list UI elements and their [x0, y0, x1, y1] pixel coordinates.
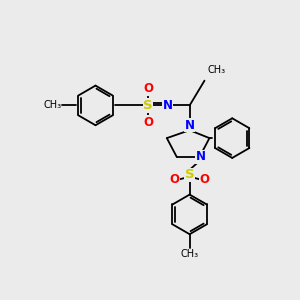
Text: N: N: [196, 150, 206, 164]
Text: O: O: [200, 173, 209, 186]
Text: O: O: [143, 82, 153, 95]
Text: S: S: [185, 168, 194, 181]
Text: S: S: [143, 99, 153, 112]
Text: O: O: [143, 116, 153, 129]
Text: O: O: [170, 173, 180, 186]
Text: CH₃: CH₃: [181, 249, 199, 259]
Text: CH₃: CH₃: [208, 65, 226, 75]
Text: N: N: [184, 119, 195, 132]
Text: CH₃: CH₃: [44, 100, 62, 110]
Text: N: N: [163, 99, 173, 112]
